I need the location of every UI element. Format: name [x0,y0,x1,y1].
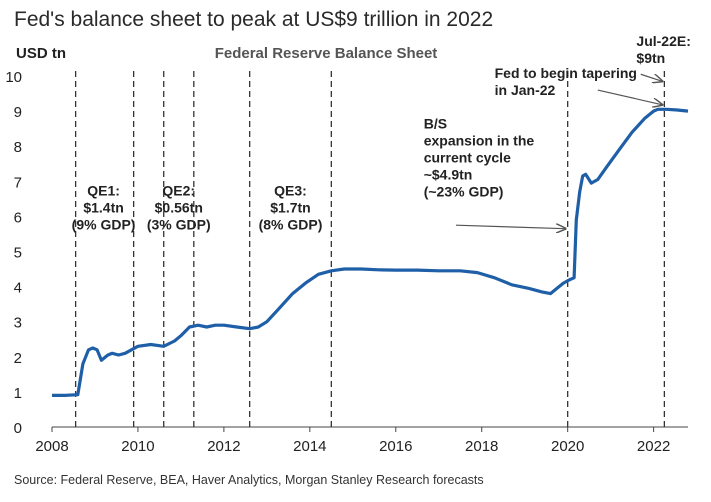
y-tick-label: 8 [14,139,22,156]
y-tick-label: 2 [14,350,22,367]
annotation-text-line: (8% GDP) [259,216,323,232]
annotation-text-line: expansion in the [424,133,535,149]
annotation-2: QE3:$1.7tn(8% GDP) [259,182,323,232]
annotation-text-line: in Jan-22 [495,82,556,98]
y-tick-label: 7 [14,174,22,191]
annotation-text-line: (~23% GDP) [424,184,504,200]
source-note: Source: Federal Reserve, BEA, Haver Anal… [14,473,484,487]
x-tick-label: 2016 [379,438,412,455]
y-tick-label: 5 [14,245,22,262]
y-tick-label: 4 [14,280,22,297]
annotation-text-line: ~$4.9tn [424,167,473,183]
annotation-text-line: Jul-22E: [636,36,690,49]
annotation-text-line: (3% GDP) [147,216,211,232]
axes-layer: 0 1 2 3 4 5 6 7 8 9 10 2008 2010 2012 2014 2016 2018 2020… [5,69,688,455]
annotation-text-line: $0.56tn [155,199,203,215]
annotation-text-line: (9% GDP) [72,216,136,232]
annotation-0: QE1:$1.4tn(9% GDP) [72,182,136,232]
y-tick-label: 10 [5,69,22,86]
balance-sheet-chart: 0 1 2 3 4 5 6 7 8 9 10 2008 2010 2012 2014 2016 2018 2020… [5,33,691,455]
x-tick-label: 2010 [121,438,154,455]
annotation-arrow [597,89,662,105]
x-tick-label: 2008 [35,438,68,455]
x-tick-label: 2022 [637,438,670,455]
y-axis-label: USD tn [16,45,66,62]
annotation-text-line: QE3: [274,182,307,198]
y-tick-label: 1 [14,385,22,402]
annotation-arrow [640,73,662,81]
annotation-text-line: $1.7tn [270,199,310,215]
annotation-text-line: $9tn [636,50,665,66]
balance-sheet-series-line [52,107,689,397]
annotation-text-line: Fed to begin tapering [495,65,637,81]
annotation-layer: QE1:$1.4tn(9% GDP)QE2:$0.56tn(3% GDP)QE3… [72,33,691,232]
y-tick-label: 0 [14,420,22,437]
x-tick-label: 2018 [465,438,498,455]
y-tick-label: 3 [14,315,22,332]
x-tick-label: 2012 [207,438,240,455]
annotation-1: QE2:$0.56tn(3% GDP) [147,182,211,232]
series-layer [52,107,689,397]
annotation-text-line: current cycle [424,150,511,166]
annotation-text-line: B/S [424,116,447,132]
x-tick-label: 2014 [293,438,326,455]
chart-title: Federal Reserve Balance Sheet [215,45,438,62]
annotation-5: Jul-22E:$9tn [636,33,690,66]
page-headline: Fed's balance sheet to peak at US$9 tril… [14,8,494,31]
chart-container: 0 1 2 3 4 5 6 7 8 9 10 2008 2010 2012 2014 2016 2018 2020… [0,33,711,466]
annotation-text-line: $1.4tn [83,199,123,215]
annotation-text-line: QE1: [87,182,120,198]
y-tick-label: 6 [14,209,22,226]
annotation-arrow [455,225,566,229]
y-tick-label: 9 [14,104,22,121]
annotation-text-line: QE2: [162,182,195,198]
x-tick-label: 2020 [551,438,584,455]
